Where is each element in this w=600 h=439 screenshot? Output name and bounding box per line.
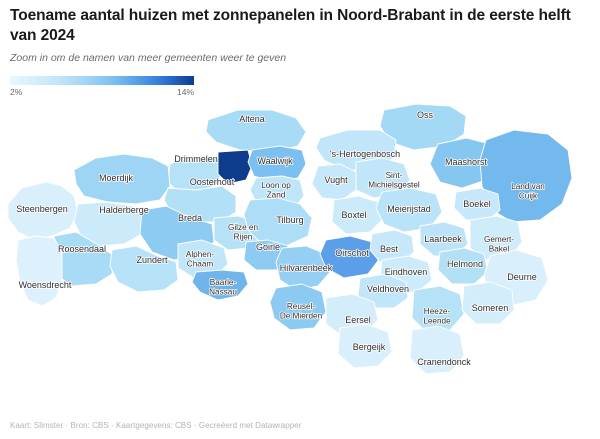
region-label: Hilvarenbeek bbox=[280, 263, 333, 273]
map-region[interactable]: Hilvarenbeek: 6.4% bbox=[275, 245, 331, 291]
chart-title: Toename aantal huizen met zonnepanelen i… bbox=[10, 7, 571, 44]
region-label: Best bbox=[380, 244, 399, 254]
region-label: Land van Cuijk bbox=[511, 182, 545, 201]
legend-gradient-bar bbox=[10, 76, 194, 85]
region-label: Zundert bbox=[136, 255, 168, 265]
region-label: Oss bbox=[417, 110, 434, 120]
chart-credit: Kaart: Slimster · Bron: CBS · Kaartgegev… bbox=[10, 421, 302, 430]
map-region[interactable]: Baarle-Nassau: 7.4% bbox=[191, 269, 249, 301]
noord-brabant-map[interactable]: Altena: 6%Oss: 6.2%Drimmelen: 5.4%Geertr… bbox=[0, 100, 600, 405]
region-label: Breda bbox=[178, 213, 202, 223]
color-legend: 2% 14% bbox=[10, 76, 194, 99]
map-region[interactable]: Sint-Michielsgestel: 5.1% bbox=[355, 157, 411, 199]
region-label: Oirschot bbox=[335, 248, 369, 258]
region-label: Reusel-De Mierden bbox=[280, 302, 323, 321]
map-region[interactable]: Zundert: 5.4% bbox=[109, 245, 179, 293]
map-region[interactable]: Halderberge: 4.6% bbox=[73, 201, 145, 247]
map-region[interactable]: Tilburg: 5.8% bbox=[243, 197, 313, 247]
region-label: Tilburg bbox=[276, 215, 303, 225]
map-region[interactable]: Woensdrecht: 3.2% bbox=[15, 235, 63, 307]
legend-max-label: 14% bbox=[176, 87, 194, 97]
region-label: Bergeijk bbox=[353, 342, 386, 352]
region-label: Halderberge bbox=[99, 205, 149, 215]
map-region[interactable]: Moerdijk: 6.4% bbox=[73, 153, 171, 205]
region-label: Boxtel bbox=[341, 210, 366, 220]
region-label: Baarle-Nassau bbox=[209, 278, 237, 297]
region-label: Vught bbox=[324, 175, 348, 185]
region-label: Loon op Zand bbox=[261, 181, 291, 200]
map-region[interactable]: Vught: 5% bbox=[311, 163, 357, 201]
map-region[interactable]: Bergeijk: 4.2% bbox=[337, 323, 393, 369]
region-label: Eersel bbox=[345, 315, 371, 325]
region-label: Goirle bbox=[256, 242, 280, 252]
region-label: Drimmelen bbox=[174, 154, 218, 164]
region-label: Eindhoven bbox=[385, 267, 428, 277]
region-label: Helmond bbox=[447, 259, 483, 269]
map-region[interactable]: Boekel: 5% bbox=[453, 187, 501, 221]
region-label: Waalwijk bbox=[257, 156, 293, 166]
legend-min-label: 2% bbox=[10, 87, 23, 97]
region-label: Meierijstad bbox=[387, 204, 431, 214]
region-label: Laarbeek bbox=[424, 234, 462, 244]
region-label: Sint-Michielsgestel bbox=[368, 171, 420, 190]
region-label: Steenbergen bbox=[16, 204, 68, 214]
chart-header: Toename aantal huizen met zonnepanelen i… bbox=[10, 6, 594, 65]
chart-subtitle: Zoom in om de namen van meer gemeenten w… bbox=[10, 51, 287, 64]
map-region[interactable]: Land van Cuijk: 7.8% bbox=[479, 129, 573, 223]
map-region[interactable]: Boxtel: 4.9% bbox=[331, 195, 383, 235]
map-container[interactable]: Altena: 6%Oss: 6.2%Drimmelen: 5.4%Geertr… bbox=[0, 100, 600, 405]
map-region[interactable]: Altena: 6% bbox=[205, 109, 307, 153]
region-label: Altena bbox=[239, 114, 265, 124]
region-label: Maashorst bbox=[445, 157, 488, 167]
map-region[interactable]: Heeze-Leende: 5.6% bbox=[411, 285, 465, 333]
region-label: Boekel bbox=[463, 199, 491, 209]
region-label: Woensdrecht bbox=[19, 280, 72, 290]
map-region[interactable]: Drimmelen: 5.4% bbox=[167, 155, 223, 193]
map-region[interactable]: Geertruidenberg: 14% bbox=[217, 149, 253, 185]
region-label: Veldhoven bbox=[367, 284, 409, 294]
region-label: Deurne bbox=[507, 272, 537, 282]
map-region[interactable]: Waalwijk: 8% bbox=[247, 145, 307, 183]
region-labels: Altena Oss Drimmelen Waalwijk 's-Hertogenbos… bbox=[15, 109, 546, 368]
region-label: Cranendonck bbox=[417, 357, 471, 367]
region-label: Someren bbox=[472, 303, 509, 313]
region-label: Oosterhout bbox=[190, 177, 235, 187]
map-region[interactable]: Oirschot: 8.4% bbox=[319, 235, 381, 279]
region-label: 's-Hertogenbosch bbox=[330, 149, 400, 159]
region-label: Roosendaal bbox=[58, 244, 106, 254]
region-label: Heeze-Leende bbox=[423, 307, 451, 326]
map-region[interactable]: Reusel-De Mierden: 6.8% bbox=[269, 283, 327, 331]
region-label: Gilze en Rijen bbox=[228, 223, 258, 242]
map-region[interactable]: Someren: 4.4% bbox=[461, 281, 515, 325]
region-label: Alphen-Chaam bbox=[186, 250, 214, 269]
region-label: Moerdijk bbox=[99, 173, 134, 183]
map-region[interactable]: Cranendonck: 4% bbox=[409, 325, 465, 375]
region-shapes[interactable]: Altena: 6%Oss: 6.2%Drimmelen: 5.4%Geertr… bbox=[7, 103, 573, 375]
map-region[interactable]: Helmond: 5.6% bbox=[437, 247, 489, 285]
region-label: Gemert-Bakel bbox=[484, 235, 514, 254]
legend-tick-labels: 2% 14% bbox=[10, 87, 194, 99]
